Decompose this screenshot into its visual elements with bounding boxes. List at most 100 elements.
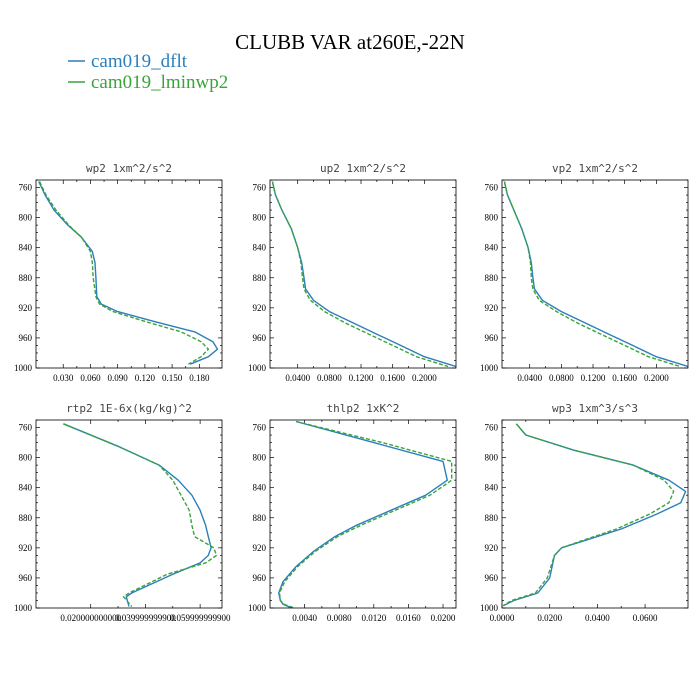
x-tick-label: 0.0160 [396,613,421,623]
y-tick-label: 800 [19,453,33,463]
y-tick-label: 960 [19,573,33,583]
y-tick-label: 1000 [480,603,499,613]
x-tick-label: 0.0120 [361,613,386,623]
y-tick-label: 760 [485,423,499,433]
panels: wp2 1xm^2/s^2 760 800 840 880 920 960 1000 0.030… [14,162,689,623]
plot-frame [501,419,689,609]
panel-title: thlp2 1xK^2 [327,402,400,415]
panel-2: up2 1xm^2/s^2 760 800 840 880 920 960 1000 0.040… [248,162,457,383]
y-tick-label: 880 [19,513,33,523]
y-tick-label: 800 [253,213,267,223]
y-tick-label: 920 [253,543,267,553]
x-tick-label: 0.120 [135,373,156,383]
y-tick-label: 800 [253,453,267,463]
x-tick-label: 0.0400 [285,373,310,383]
y-tick-label: 760 [19,183,33,193]
series-line-cam019_lminwp2 [38,181,210,365]
x-tick-label: 0.0080 [327,613,352,623]
y-tick-label: 920 [485,543,499,553]
x-tick-label: 0.020000000000 [60,613,121,623]
x-tick-label: 0.2000 [412,373,437,383]
x-tick-label: 0.0800 [317,373,342,383]
series-line-cam019_dflt [278,420,448,608]
series-line-cam019_lminwp2 [502,423,675,607]
x-tick-label: 0.0400 [517,373,542,383]
plot-frame [35,179,223,369]
panel-title: wp2 1xm^2/s^2 [86,162,172,175]
y-tick-label: 920 [485,303,499,313]
x-tick-label: 0.1600 [612,373,637,383]
x-tick-label: 0.0600 [633,613,658,623]
y-tick-label: 760 [19,423,33,433]
series-line-cam019_dflt [502,423,687,607]
plot-frame [269,179,457,369]
y-tick-label: 960 [253,333,267,343]
panel-title: vp2 1xm^2/s^2 [552,162,638,175]
x-tick-label: 0.0000 [490,613,515,623]
y-tick-label: 840 [19,483,33,493]
x-tick-label: 0.2000 [644,373,669,383]
series-line-cam019_lminwp2 [503,181,681,368]
y-tick-label: 1000 [14,363,33,373]
x-tick-label: 0.060 [80,373,101,383]
y-tick-label: 880 [19,273,33,283]
y-tick-label: 800 [485,453,499,463]
panel-4: rtp2 1E-6x(kg/kg)^2 760 800 840 880 920 960 100… [14,402,231,623]
y-tick-label: 840 [485,483,499,493]
series-line-cam019_dflt [38,181,219,365]
x-tick-label: 0.0800 [549,373,574,383]
y-tick-label: 1000 [248,363,267,373]
legend-label-dflt: cam019_dflt [91,51,188,72]
y-tick-label: 920 [19,303,33,313]
series-line-cam019_lminwp2 [278,420,453,608]
y-tick-label: 840 [253,243,267,253]
series-line-cam019_dflt [63,423,212,607]
y-tick-label: 840 [19,243,33,253]
x-tick-label: 0.0400 [585,613,610,623]
y-tick-label: 1000 [248,603,267,613]
y-tick-label: 760 [485,183,499,193]
panel-1: wp2 1xm^2/s^2 760 800 840 880 920 960 1000 0.030… [14,162,223,383]
x-tick-label: 0.180 [189,373,210,383]
y-tick-label: 960 [485,573,499,583]
panel-6: wp3 1xm^3/s^3 760 800 840 880 920 960 10000.000… [480,402,689,623]
x-tick-label: 0.1600 [380,373,405,383]
series-line-cam019_lminwp2 [63,423,218,607]
panel-3: vp2 1xm^2/s^2 760 800 840 880 920 960 1000 0.040… [480,162,689,383]
x-tick-label: 0.0200 [431,613,456,623]
y-tick-label: 920 [253,303,267,313]
y-tick-label: 800 [485,213,499,223]
y-tick-label: 880 [253,273,267,283]
y-tick-label: 800 [19,213,33,223]
panel-title: wp3 1xm^3/s^3 [552,402,638,415]
figure-title: CLUBB VAR at260E,-22N [235,30,465,54]
x-tick-label: 0.1200 [349,373,374,383]
y-tick-label: 760 [253,183,267,193]
x-tick-label: 0.0040 [292,613,317,623]
panel-title: rtp2 1E-6x(kg/kg)^2 [66,402,192,415]
x-tick-label: 0.1200 [581,373,606,383]
y-tick-label: 960 [19,333,33,343]
legend: cam019_dflt cam019_lminwp2 [68,51,228,93]
y-tick-label: 840 [485,243,499,253]
y-tick-label: 1000 [14,603,33,613]
y-tick-label: 880 [253,513,267,523]
y-tick-label: 880 [485,273,499,283]
panel-5: thlp2 1xK^2 760 800 840 880 920 960 1000 0.0040 0… [248,402,457,623]
series-line-cam019_lminwp2 [271,181,449,368]
y-tick-label: 880 [485,513,499,523]
x-tick-label: 0.150 [162,373,183,383]
x-tick-label: 0.059999999900 [170,613,231,623]
y-tick-label: 1000 [480,363,499,373]
y-tick-label: 960 [485,333,499,343]
x-tick-label: 0.030 [53,373,74,383]
y-tick-label: 760 [253,423,267,433]
x-tick-label: 0.0200 [537,613,562,623]
plot-frame [269,419,457,609]
legend-label-lminwp2: cam019_lminwp2 [91,72,228,93]
y-tick-label: 920 [19,543,33,553]
plot-frame [35,419,223,609]
x-tick-label: 0.039999999900 [115,613,176,623]
